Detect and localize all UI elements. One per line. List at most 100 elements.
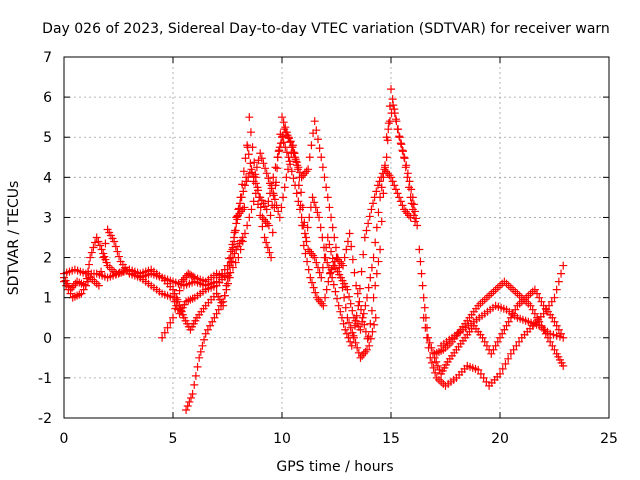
data-point <box>335 257 344 266</box>
data-point <box>357 267 366 276</box>
data-point <box>230 228 239 237</box>
data-point <box>373 181 382 190</box>
data-point <box>361 347 370 356</box>
data-point <box>189 272 198 281</box>
data-point <box>552 321 561 330</box>
data-point <box>298 221 307 230</box>
data-point <box>434 375 443 384</box>
data-point <box>292 189 301 198</box>
data-point <box>171 304 180 313</box>
y-tick-label: 0 <box>43 331 52 347</box>
data-point <box>370 320 379 329</box>
data-point <box>502 279 511 288</box>
data-point <box>519 295 528 304</box>
data-point <box>279 193 288 202</box>
data-point <box>395 193 404 202</box>
data-point <box>258 222 267 231</box>
data-point <box>307 278 316 287</box>
data-point <box>331 287 340 296</box>
data-point <box>309 251 318 260</box>
data-point <box>261 217 270 226</box>
data-point <box>550 345 559 354</box>
data-point <box>316 297 325 306</box>
data-point <box>347 242 356 251</box>
data-point <box>183 401 192 410</box>
data-point <box>248 143 257 152</box>
x-tick-label: 10 <box>273 431 291 447</box>
y-ticks: -2 -1 0 1 2 3 4 5 6 7 <box>38 50 609 427</box>
data-point <box>393 189 402 198</box>
data-point <box>94 237 103 246</box>
data-point <box>403 169 412 178</box>
x-tick-label: 25 <box>600 431 618 447</box>
data-point <box>289 149 298 158</box>
data-point <box>261 164 270 173</box>
data-point <box>180 273 189 282</box>
data-point <box>377 183 386 192</box>
data-point <box>293 161 302 170</box>
data-point <box>301 233 310 242</box>
data-point <box>90 277 99 286</box>
y-tick-label: 4 <box>43 170 52 186</box>
data-point <box>299 241 308 250</box>
data-point <box>375 177 384 186</box>
data-point <box>369 293 378 302</box>
data-point <box>274 207 283 216</box>
data-point <box>504 354 513 363</box>
data-point <box>310 198 319 207</box>
data-point <box>324 277 333 286</box>
data-point <box>268 228 277 237</box>
data-point <box>99 253 108 262</box>
y-tick-label: -2 <box>38 411 52 427</box>
data-point <box>110 237 119 246</box>
data-point <box>257 154 266 163</box>
data-point <box>95 241 104 250</box>
data-point <box>549 330 558 339</box>
data-point <box>493 337 502 346</box>
data-point <box>517 293 526 302</box>
data-point <box>336 273 345 282</box>
data-point <box>524 299 533 308</box>
data-point <box>89 243 98 252</box>
data-point <box>200 335 209 344</box>
series-track-e <box>182 205 247 414</box>
data-point <box>184 269 193 278</box>
data-point <box>210 313 219 322</box>
data-point <box>91 238 100 247</box>
data-point <box>330 233 339 242</box>
data-point <box>371 281 380 290</box>
data-point <box>341 303 350 312</box>
data-point <box>265 248 274 257</box>
data-point <box>415 245 424 254</box>
data-point <box>362 226 371 235</box>
data-point <box>186 393 195 402</box>
data-point <box>201 329 210 338</box>
data-point <box>372 269 381 278</box>
data-point <box>352 281 361 290</box>
data-point <box>355 297 364 306</box>
grid <box>64 57 609 418</box>
data-point <box>291 155 300 164</box>
data-point <box>79 285 88 294</box>
data-point <box>329 261 338 270</box>
data-point <box>289 174 298 183</box>
data-point <box>513 289 522 298</box>
series-track-i <box>437 301 568 350</box>
data-point <box>239 187 248 196</box>
data-point <box>307 141 316 150</box>
data-point <box>402 161 411 170</box>
data-point <box>322 183 331 192</box>
data-point <box>360 320 369 329</box>
data-point <box>482 293 491 302</box>
data-point <box>92 279 101 288</box>
data-point <box>280 183 289 192</box>
data-point <box>245 213 254 222</box>
data-point <box>480 337 489 346</box>
data-point <box>318 233 327 242</box>
data-point <box>397 140 406 149</box>
data-point <box>273 164 282 173</box>
data-point <box>240 203 249 212</box>
data-point <box>227 258 236 267</box>
data-point <box>343 237 352 246</box>
